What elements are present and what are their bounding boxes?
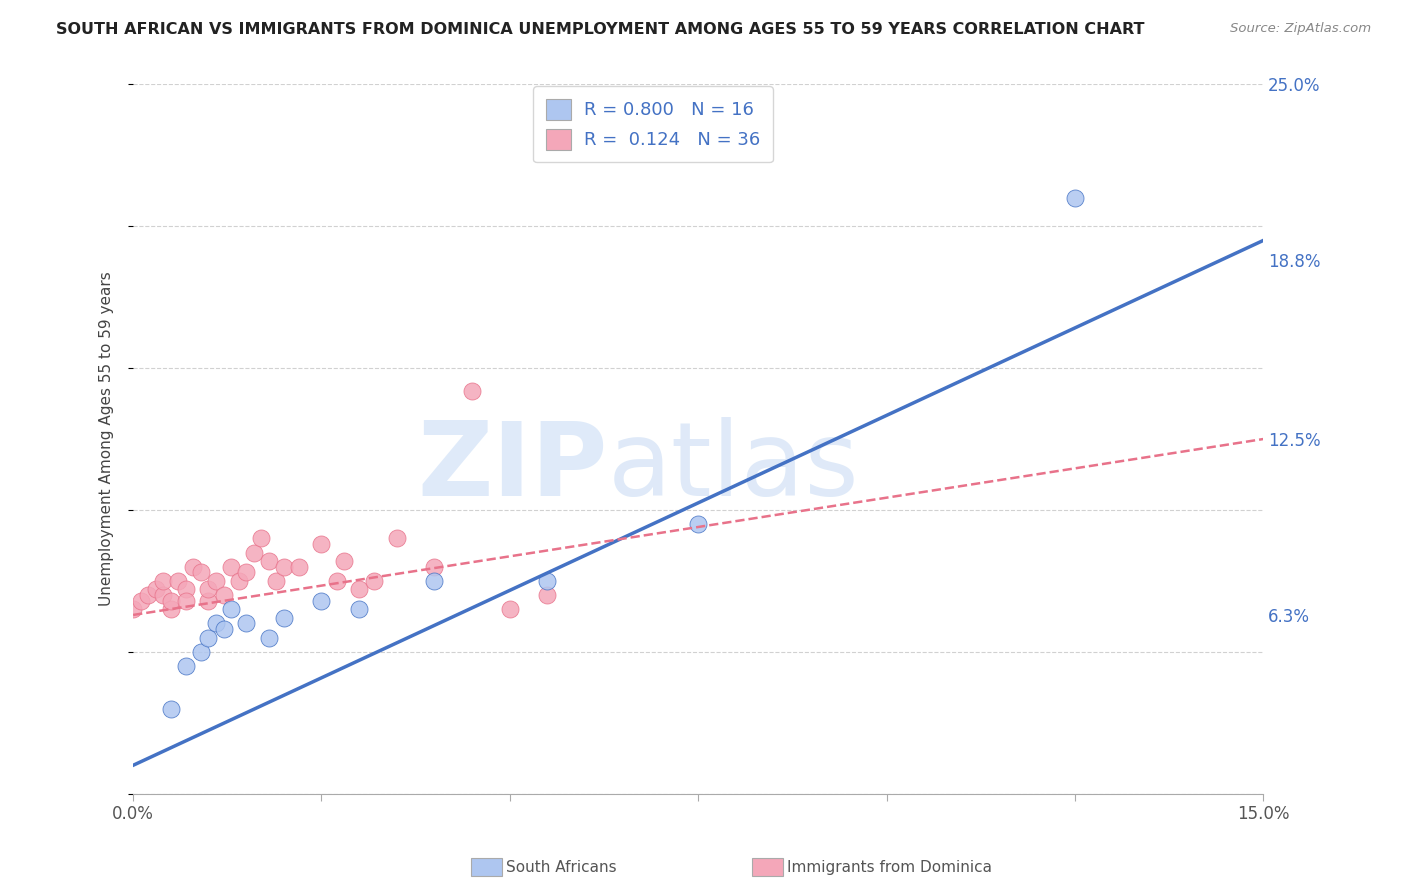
- Point: [536, 574, 558, 588]
- Point: [257, 631, 280, 645]
- Point: [167, 574, 190, 588]
- Point: [461, 384, 484, 398]
- Point: [347, 582, 370, 597]
- Point: [499, 602, 522, 616]
- Point: [273, 559, 295, 574]
- Point: [159, 594, 181, 608]
- Text: ZIP: ZIP: [418, 417, 607, 518]
- Point: [311, 594, 333, 608]
- Legend: R = 0.800   N = 16, R =  0.124   N = 36: R = 0.800 N = 16, R = 0.124 N = 36: [533, 87, 773, 162]
- Point: [159, 602, 181, 616]
- Point: [423, 559, 446, 574]
- Point: [273, 611, 295, 625]
- Point: [152, 574, 174, 588]
- Point: [363, 574, 385, 588]
- Point: [257, 554, 280, 568]
- Point: [688, 517, 710, 532]
- Point: [219, 602, 242, 616]
- Point: [347, 602, 370, 616]
- Point: [122, 602, 145, 616]
- Point: [264, 574, 287, 588]
- Point: [423, 574, 446, 588]
- Point: [159, 701, 181, 715]
- Text: South Africans: South Africans: [506, 860, 617, 874]
- Point: [174, 659, 197, 673]
- Point: [1063, 191, 1085, 205]
- Text: atlas: atlas: [607, 417, 859, 518]
- Point: [129, 594, 152, 608]
- Text: SOUTH AFRICAN VS IMMIGRANTS FROM DOMINICA UNEMPLOYMENT AMONG AGES 55 TO 59 YEARS: SOUTH AFRICAN VS IMMIGRANTS FROM DOMINIC…: [56, 22, 1144, 37]
- Y-axis label: Unemployment Among Ages 55 to 59 years: Unemployment Among Ages 55 to 59 years: [100, 272, 114, 607]
- Point: [197, 594, 219, 608]
- Point: [205, 616, 228, 631]
- Point: [197, 582, 219, 597]
- Point: [152, 588, 174, 602]
- Point: [190, 645, 212, 659]
- Point: [145, 582, 167, 597]
- Point: [333, 554, 356, 568]
- Point: [235, 566, 257, 580]
- Point: [197, 631, 219, 645]
- Point: [311, 537, 333, 551]
- Point: [228, 574, 250, 588]
- Text: Source: ZipAtlas.com: Source: ZipAtlas.com: [1230, 22, 1371, 36]
- Text: Immigrants from Dominica: Immigrants from Dominica: [787, 860, 993, 874]
- Point: [219, 559, 242, 574]
- Point: [250, 532, 273, 546]
- Point: [183, 559, 205, 574]
- Point: [235, 616, 257, 631]
- Point: [205, 574, 228, 588]
- Point: [536, 588, 558, 602]
- Point: [212, 588, 235, 602]
- Point: [212, 622, 235, 636]
- Point: [190, 566, 212, 580]
- Point: [136, 588, 159, 602]
- Point: [385, 532, 408, 546]
- Point: [174, 594, 197, 608]
- Point: [242, 545, 264, 559]
- Point: [288, 559, 311, 574]
- Point: [325, 574, 347, 588]
- Point: [174, 582, 197, 597]
